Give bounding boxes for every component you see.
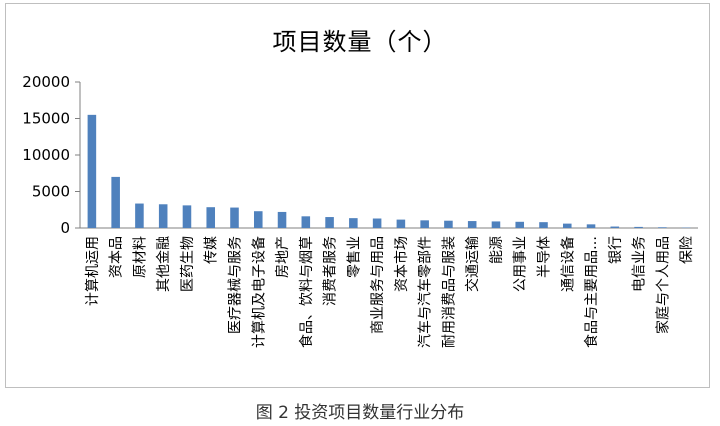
x-category-label: 保险 <box>679 236 695 264</box>
bar <box>325 217 334 228</box>
bar <box>253 211 263 228</box>
x-category-label: 其他金融 <box>156 236 172 292</box>
x-category-label: 食品、饮料与烟草 <box>298 236 315 348</box>
x-category-label: 商业服务与用品 <box>370 236 386 334</box>
bar <box>87 114 97 228</box>
bar <box>349 218 358 228</box>
bar <box>420 220 429 228</box>
bar <box>539 222 548 228</box>
x-category-label: 半导体 <box>537 236 553 278</box>
x-category-label: 资本市场 <box>393 236 410 292</box>
x-category-label: 传媒 <box>204 236 220 264</box>
bar <box>230 207 239 228</box>
bar <box>562 223 572 228</box>
bar <box>135 203 144 228</box>
x-category-label: 食品与主要用品… <box>583 236 600 348</box>
x-category-label: 计算机及电子设备 <box>250 236 267 348</box>
y-tick-label: 15000 <box>22 110 70 128</box>
x-category-label: 医疗器械与服务 <box>228 236 244 334</box>
bar <box>610 226 620 228</box>
y-tick-label: 0 <box>60 219 70 237</box>
y-tick-label: 20000 <box>22 73 70 91</box>
bar <box>491 221 501 228</box>
figure-caption: 图 2 投资项目数量行业分布 <box>255 403 465 423</box>
bar <box>515 221 525 228</box>
x-category-label: 汽车与汽车零部件 <box>417 236 434 348</box>
y-tick-label: 10000 <box>22 146 70 164</box>
x-category-label: 资本品 <box>109 236 125 278</box>
bar <box>586 224 596 228</box>
x-category-label: 耐用消费品与服装 <box>441 236 457 348</box>
chart-frame <box>5 3 710 388</box>
bars <box>87 114 691 228</box>
x-category-label: 电信业务 <box>632 236 648 292</box>
x-category-label: 银行 <box>608 236 624 264</box>
x-category-label: 医药生物 <box>180 236 196 292</box>
x-axis-labels: 计算机运用 资本品 原材料 其他金融 医药生物 传媒 医疗器械与服务 计算机及电子设备 房地产食… <box>85 236 695 348</box>
bar <box>206 207 216 228</box>
x-category-label: 能源 <box>489 236 505 264</box>
y-tick-label: 5000 <box>32 183 70 201</box>
x-category-label: 交通运输 <box>464 236 481 292</box>
x-category-label: 计算机运用 <box>85 236 101 306</box>
x-category-label: 原材料 <box>132 236 148 278</box>
bar <box>158 204 168 228</box>
bar <box>658 227 667 228</box>
x-category-label: 消费者服务 <box>323 236 339 306</box>
chart-title: 项目数量（个） <box>272 28 448 56</box>
x-category-label: 公用事业 <box>513 236 529 292</box>
bar <box>467 221 477 228</box>
x-category-label: 家庭与个人用品 <box>654 236 671 334</box>
bar <box>372 218 382 228</box>
y-axis: 0 5000 10000 15000 20000 <box>22 73 698 237</box>
bar <box>396 219 406 228</box>
x-category-label: 零售业 <box>346 236 362 278</box>
x-category-label: 通信设备 <box>559 236 576 292</box>
bar <box>182 205 192 228</box>
bar <box>277 211 287 228</box>
x-category-label: 房地产 <box>275 236 291 278</box>
bar <box>111 176 120 228</box>
bar <box>444 220 453 228</box>
bar <box>301 216 311 228</box>
bar <box>634 226 643 228</box>
